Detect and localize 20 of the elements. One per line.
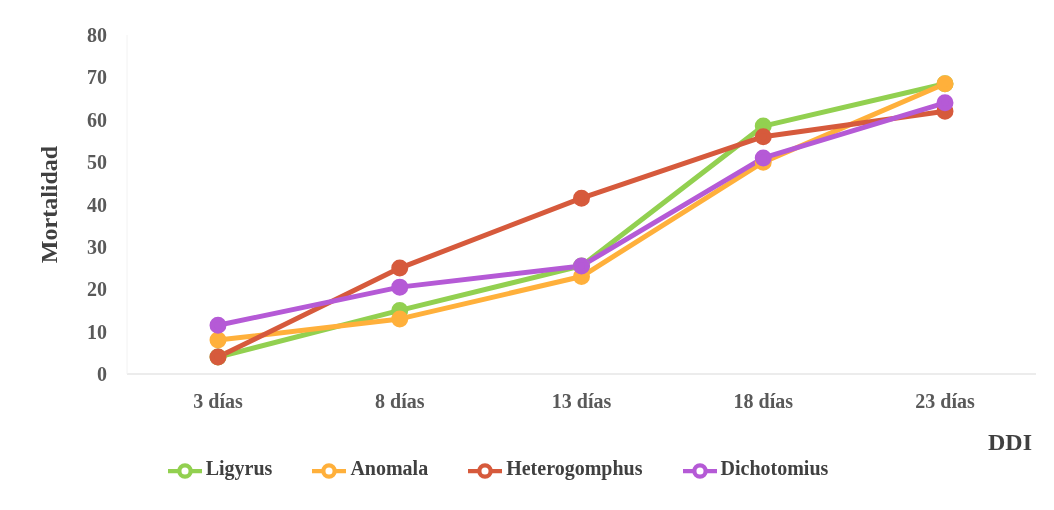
legend-label: Dichotomius	[720, 456, 829, 479]
x-axis-title: DDI	[987, 429, 1032, 455]
x-tick-label: 13 días	[551, 390, 612, 413]
x-tick-label: 3 días	[193, 390, 243, 413]
y-tick-label: 80	[87, 24, 107, 47]
y-tick-label: 50	[87, 151, 107, 174]
y-tick-label: 60	[87, 108, 107, 131]
x-tick-label: 8 días	[375, 390, 425, 413]
y-tick-label: 70	[87, 66, 107, 89]
legend-label: Anomala	[350, 456, 429, 479]
y-tick-label: 10	[87, 320, 107, 343]
x-tick-label: 18 días	[733, 390, 794, 413]
y-tick-label: 0	[97, 363, 107, 386]
y-axis-title: Mortalidad	[35, 145, 62, 264]
y-tick-label: 20	[87, 278, 107, 301]
x-tick-label: 23 días	[915, 390, 975, 413]
y-tick-label: 40	[87, 193, 107, 216]
y-tick-label: 30	[87, 235, 107, 258]
legend-label: Ligyrus	[205, 456, 273, 479]
legend-label: Heterogomphus	[506, 456, 643, 479]
